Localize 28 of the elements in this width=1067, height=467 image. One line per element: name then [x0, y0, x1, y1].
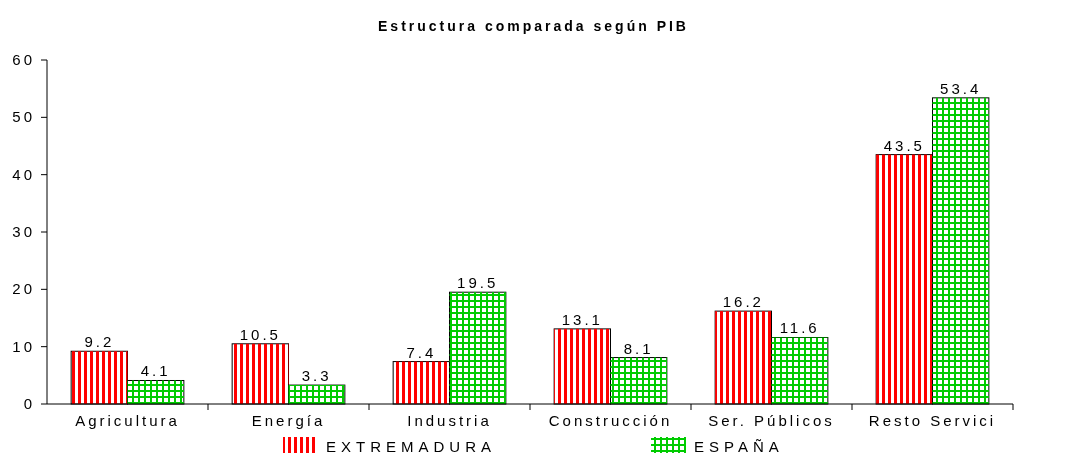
y-tick-label: 30 [12, 223, 35, 240]
x-tick-label: Agricultura [75, 412, 180, 429]
data-label: 13.1 [561, 310, 603, 328]
x-tick-label: Ser. Públicos [708, 412, 835, 429]
y-tick-label: 50 [12, 108, 35, 126]
chart-title: Estructura comparada según PIB [378, 18, 689, 34]
data-label: 43.5 [883, 136, 925, 154]
x-tick-label: Energía [251, 412, 326, 429]
data-label: 8.1 [623, 339, 654, 357]
data-label: 4.1 [140, 362, 171, 380]
legend-label: EXTREMADURA [326, 438, 497, 455]
data-label: 16.2 [722, 293, 764, 311]
y-tick-label: 20 [12, 280, 35, 298]
y-tick-label: 40 [12, 165, 35, 183]
legend-label: ESPAÑA [694, 438, 784, 455]
data-label: 11.6 [779, 319, 820, 337]
x-tick-label: Resto Servici [868, 412, 997, 429]
data-label: 19.5 [457, 274, 499, 292]
data-label: 53.4 [940, 79, 982, 97]
data-label: 7.4 [406, 343, 437, 361]
data-label: 3.3 [301, 367, 332, 385]
data-label: 9.2 [84, 333, 115, 351]
x-tick-label: Construcción [548, 412, 673, 429]
data-label: 10.5 [239, 325, 281, 343]
y-tick-label: 0 [23, 395, 35, 412]
x-tick-label: Industria [407, 412, 492, 429]
y-tick-label: 10 [12, 337, 35, 355]
y-tick-label: 60 [12, 51, 35, 68]
